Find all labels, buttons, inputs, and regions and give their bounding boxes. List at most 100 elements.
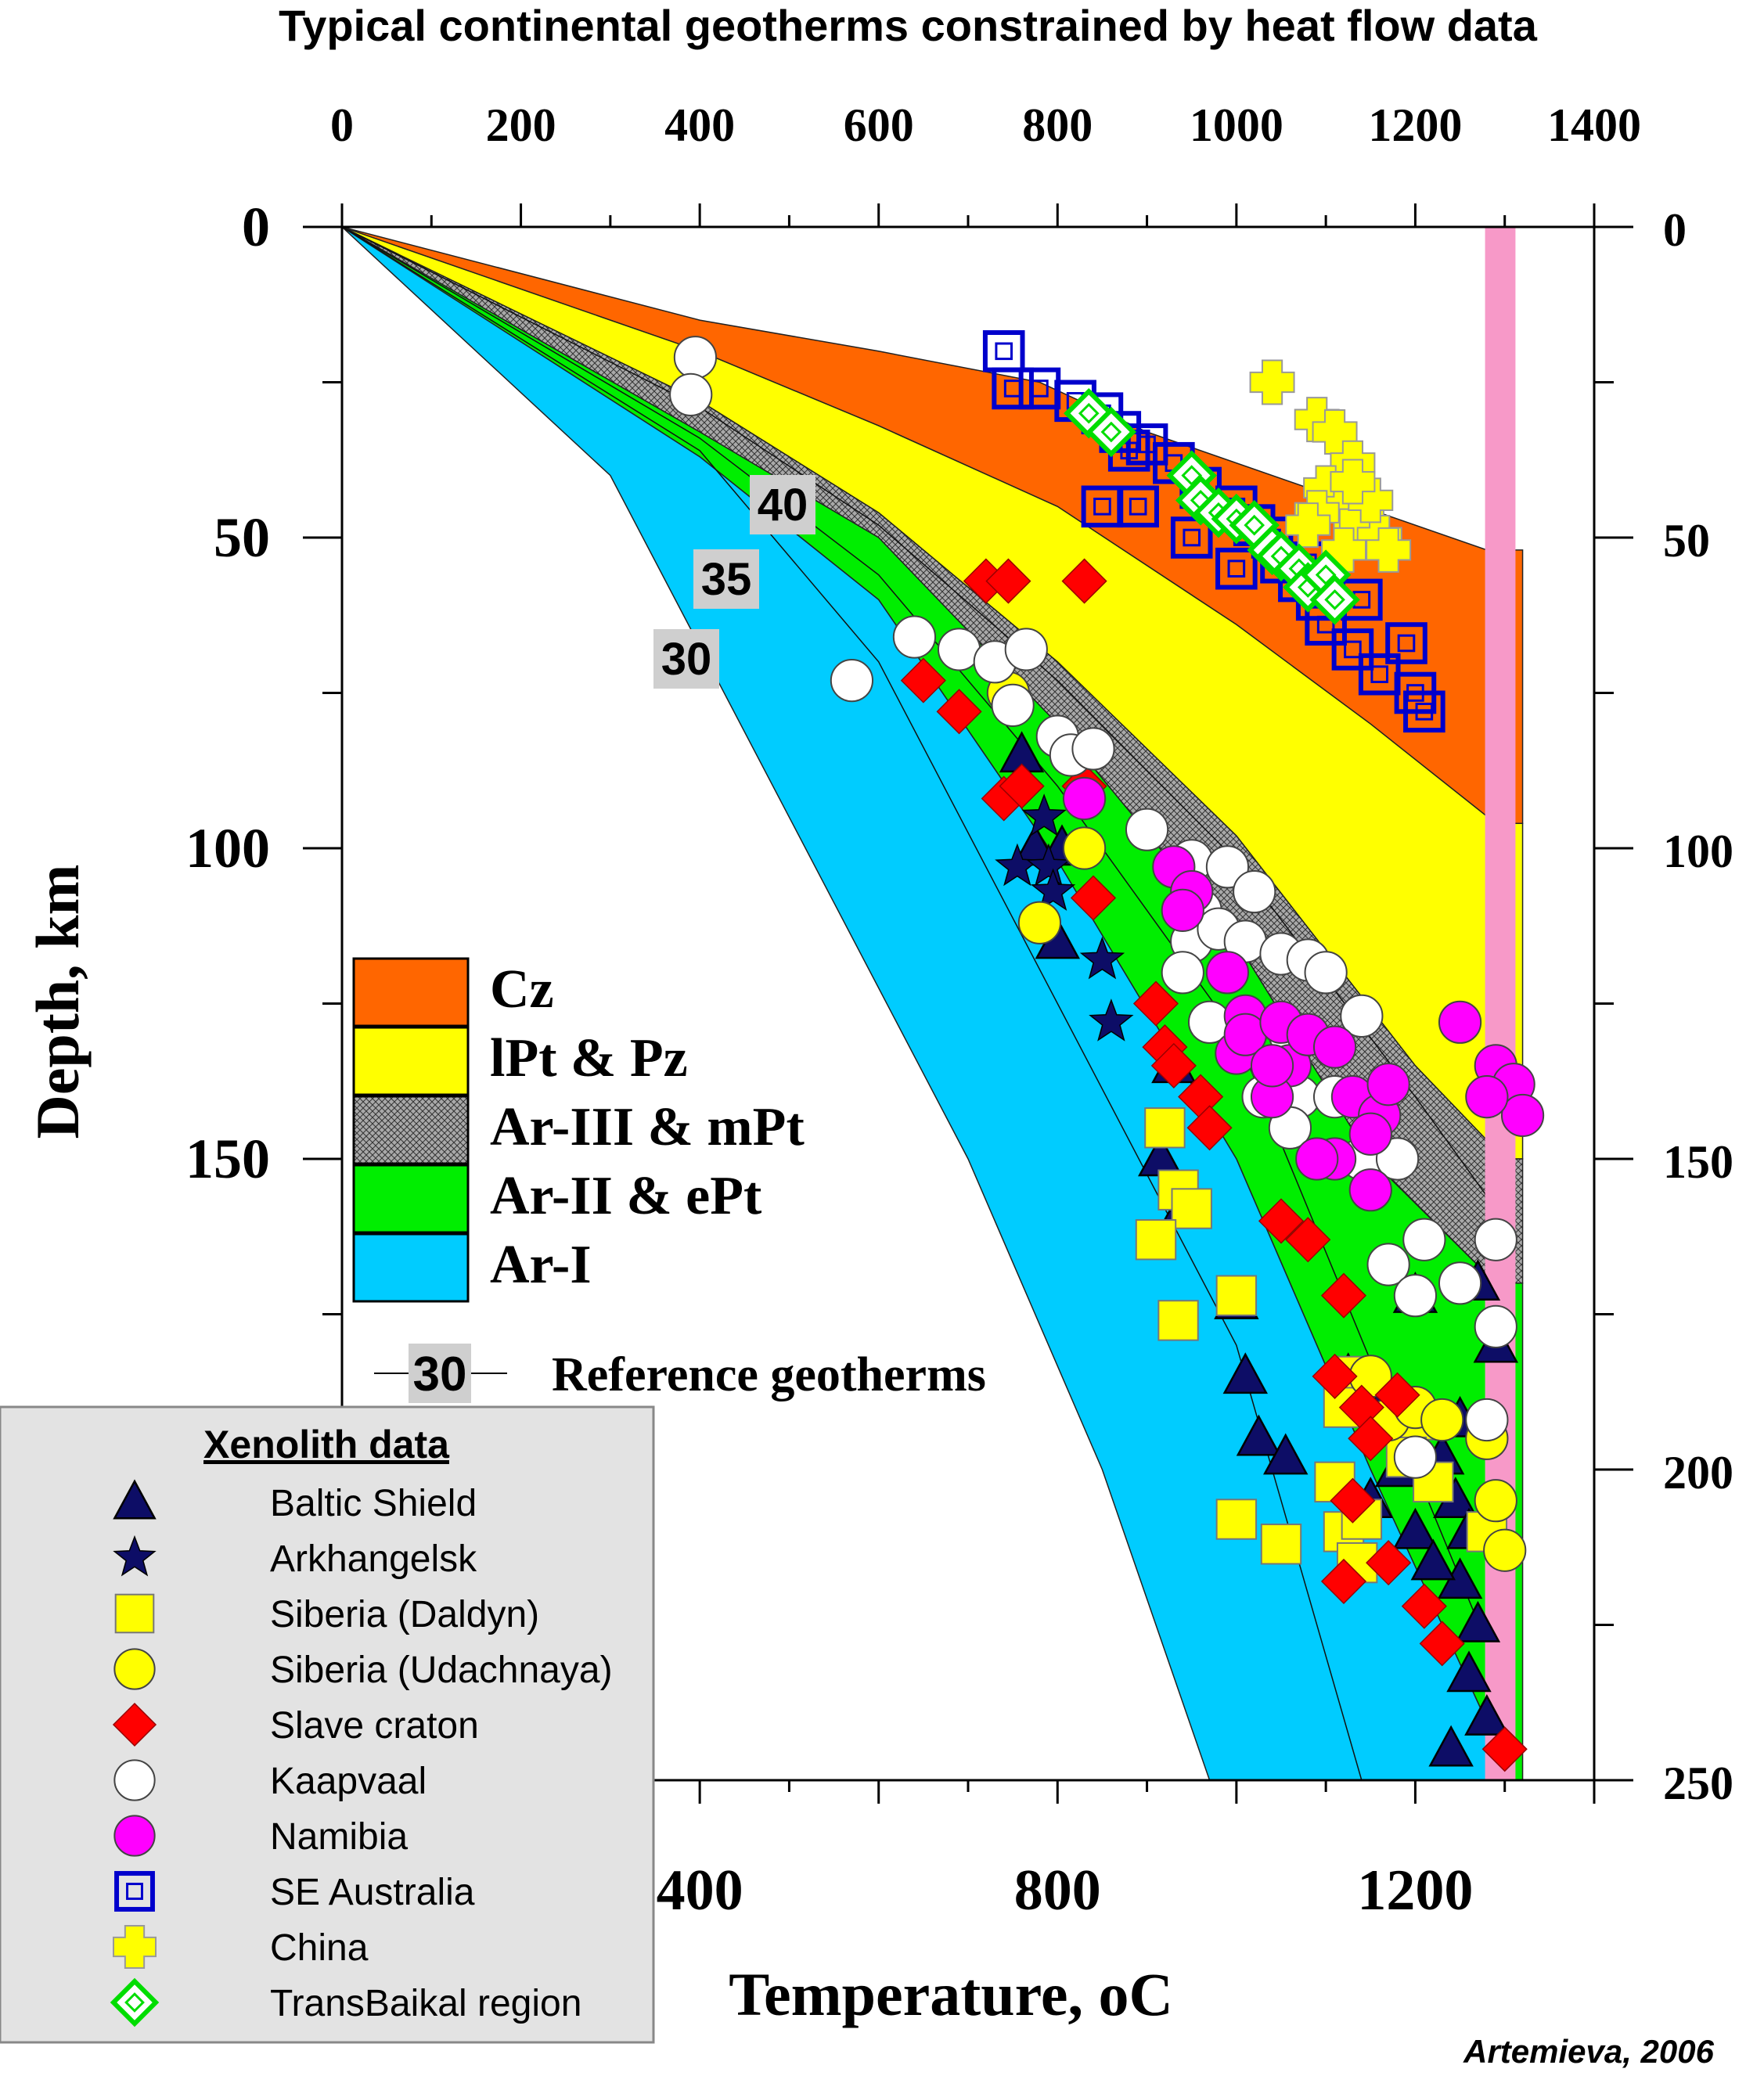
series-arkhangelsk bbox=[995, 793, 1134, 1042]
point-baltic-shield bbox=[1263, 1433, 1309, 1475]
point-slave-craton bbox=[1348, 1416, 1394, 1462]
point-china bbox=[1249, 359, 1295, 405]
xenolith-legend-title: Xenolith data bbox=[203, 1423, 450, 1466]
point-transbaikal-region bbox=[1085, 406, 1137, 458]
point-kaapvaal bbox=[1393, 1435, 1438, 1479]
point-slave-craton bbox=[1374, 1372, 1420, 1418]
point-slave-craton bbox=[999, 763, 1045, 809]
point-baltic-shield bbox=[1464, 1693, 1510, 1736]
point-slave-craton bbox=[1150, 1042, 1197, 1088]
point-transbaikal-region bbox=[1309, 574, 1360, 625]
y-axis-label: Depth, km bbox=[23, 864, 92, 1139]
y-tick-label-left: 150 bbox=[185, 1128, 270, 1190]
point-slave-craton bbox=[1481, 1726, 1528, 1772]
point-kaapvaal bbox=[1304, 951, 1348, 995]
point-se-australia bbox=[982, 330, 1025, 372]
reference-label-30: 30 bbox=[661, 634, 712, 685]
reference-label-bg bbox=[693, 549, 759, 609]
xenolith-legend-marker bbox=[113, 1648, 156, 1690]
x-axis-label: Temperature, oC bbox=[729, 1960, 1173, 2028]
xenolith-legend-marker bbox=[113, 1925, 157, 1969]
legend-layer-label: Cz bbox=[490, 959, 554, 1020]
x-axis-unit: oC bbox=[1098, 1960, 1172, 2028]
xenolith-legend-marker bbox=[113, 1815, 156, 1857]
point-slave-craton bbox=[1061, 558, 1107, 604]
legend-swatch bbox=[352, 1164, 470, 1234]
x-tick-label-top: 1200 bbox=[1368, 99, 1462, 151]
legend-swatch bbox=[352, 1232, 470, 1303]
point-kaapvaal bbox=[892, 615, 937, 659]
point-baltic-shield bbox=[1222, 1352, 1268, 1394]
point-namibia bbox=[1062, 776, 1107, 821]
y-tick-label-right: 100 bbox=[1663, 826, 1733, 877]
x-tick-label-bottom: 800 bbox=[1014, 1858, 1101, 1923]
point-slave-craton bbox=[936, 689, 982, 735]
point-namibia bbox=[1500, 1093, 1545, 1138]
point-kaapvaal bbox=[673, 336, 718, 380]
legend-layer-label: Ar-II & ePt bbox=[490, 1166, 761, 1226]
point-arkhangelsk bbox=[1026, 843, 1071, 887]
point-namibia bbox=[1366, 1063, 1410, 1106]
point-kaapvaal bbox=[669, 372, 713, 416]
x-tick-label-top: 400 bbox=[664, 99, 735, 151]
xenolith-legend-label: China bbox=[270, 1927, 369, 1969]
point-siberia-daldyn bbox=[1215, 1275, 1258, 1316]
point-siberia-udachnaya bbox=[1017, 901, 1062, 944]
point-kaapvaal bbox=[1402, 1218, 1446, 1261]
xenolith-legend-label: TransBaikal region bbox=[270, 1983, 581, 2024]
point-baltic-shield bbox=[1236, 1414, 1282, 1456]
point-siberia-udachnaya bbox=[1062, 826, 1107, 870]
point-namibia bbox=[1295, 1137, 1339, 1181]
point-baltic-shield bbox=[1410, 1538, 1456, 1581]
series-kaapvaal bbox=[669, 336, 1517, 1479]
legend-layer-label: Ar-III & mPt bbox=[490, 1097, 805, 1157]
point-slave-craton bbox=[1312, 1353, 1358, 1399]
point-baltic-shield bbox=[1455, 1600, 1501, 1642]
point-slave-craton bbox=[1320, 1272, 1367, 1319]
point-slave-craton bbox=[1330, 1477, 1376, 1524]
point-kaapvaal bbox=[1004, 628, 1048, 671]
y-tick-label-left: 100 bbox=[185, 817, 270, 880]
y-tick-label-right: 200 bbox=[1663, 1447, 1733, 1499]
x-tick-label-top: 800 bbox=[1022, 99, 1093, 151]
point-baltic-shield bbox=[1392, 1507, 1438, 1549]
point-slave-craton bbox=[1401, 1583, 1447, 1629]
x-tick-label-top: 1000 bbox=[1190, 99, 1283, 151]
xenolith-legend-label: Siberia (Daldyn) bbox=[270, 1594, 539, 1635]
point-kaapvaal bbox=[1393, 1274, 1438, 1318]
legend-swatch bbox=[352, 1026, 470, 1096]
point-siberia-daldyn bbox=[1171, 1188, 1212, 1229]
y-tick-label-left: 0 bbox=[242, 196, 270, 258]
series-transbaikal-region bbox=[1064, 387, 1360, 625]
reference-label-bg bbox=[750, 475, 815, 534]
point-china bbox=[1330, 459, 1376, 505]
point-slave-craton bbox=[1366, 1540, 1412, 1586]
x-tick-label-top: 600 bbox=[844, 99, 914, 151]
chart-title: Typical continental geotherms constraine… bbox=[279, 1, 1538, 50]
xenolith-legend-label: Kaapvaal bbox=[270, 1761, 427, 1802]
point-kaapvaal bbox=[1233, 869, 1276, 914]
layer-legend: Cz lPt & Pz Ar-III & mPt Ar-II & ePt Ar-I 30 R… bbox=[352, 957, 986, 1403]
point-kaapvaal bbox=[1366, 1243, 1410, 1286]
legend-reference-label: 30 bbox=[413, 1347, 467, 1401]
point-se-australia bbox=[1385, 622, 1427, 664]
point-kaapvaal bbox=[1474, 1304, 1517, 1348]
series-namibia bbox=[1062, 776, 1545, 1212]
point-se-australia bbox=[1117, 485, 1159, 528]
legend-reference-text: Reference geotherms bbox=[552, 1348, 986, 1401]
point-kaapvaal bbox=[1340, 994, 1384, 1038]
xenolith-legend-marker bbox=[110, 1977, 160, 2027]
y-tick-label-right: 50 bbox=[1663, 515, 1710, 567]
point-arkhangelsk bbox=[1089, 998, 1134, 1042]
credit-text: Artemieva, 2006 bbox=[1463, 2033, 1715, 2070]
legend-swatch bbox=[352, 957, 470, 1027]
series-china bbox=[1249, 359, 1412, 573]
point-kaapvaal bbox=[1474, 1218, 1517, 1261]
xenolith-legend-label: Arkhangelsk bbox=[270, 1538, 477, 1580]
point-namibia bbox=[1250, 1044, 1294, 1088]
xenolith-legend-marker bbox=[113, 1759, 156, 1801]
x-tick-label-bottom: 400 bbox=[657, 1858, 743, 1923]
point-china bbox=[1285, 502, 1331, 549]
point-namibia bbox=[1161, 888, 1204, 933]
